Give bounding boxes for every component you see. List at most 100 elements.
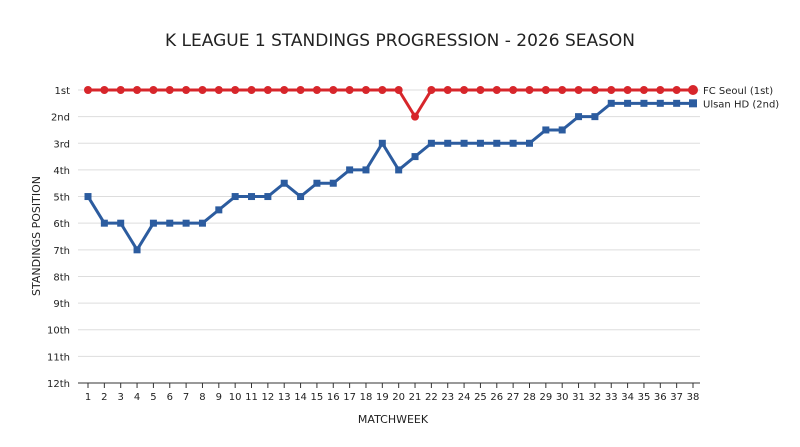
legend-label: FC Seoul (1st): [703, 86, 773, 97]
data-point: [624, 99, 632, 107]
x-tick-label: 7: [183, 392, 189, 403]
data-point: [280, 86, 289, 94]
data-point: [541, 86, 550, 94]
x-tick-label: 29: [539, 392, 552, 403]
data-point: [182, 86, 191, 94]
data-point: [361, 86, 370, 94]
data-point: [378, 86, 387, 94]
x-tick-label: 22: [425, 392, 438, 403]
x-tick-label: 18: [360, 392, 373, 403]
data-point: [378, 139, 386, 147]
data-point: [411, 112, 420, 121]
data-point: [296, 86, 305, 94]
legend-label: Ulsan HD (2nd): [703, 99, 779, 110]
data-point: [542, 126, 550, 134]
data-point: [623, 86, 632, 94]
x-tick-label: 15: [311, 392, 324, 403]
data-point: [492, 86, 501, 94]
data-point: [444, 139, 452, 147]
x-tick-label: 9: [216, 392, 222, 403]
legend-marker: [689, 99, 697, 108]
x-tick-label: 31: [572, 392, 585, 403]
x-tick-label: 12: [261, 392, 274, 403]
data-point: [525, 86, 534, 94]
x-tick-label: 6: [167, 392, 173, 403]
x-tick-label: 20: [392, 392, 405, 403]
data-point: [198, 86, 207, 94]
data-point: [165, 86, 174, 94]
data-point: [264, 193, 272, 201]
data-point: [460, 139, 468, 147]
data-point: [656, 86, 665, 94]
y-tick-label: 12th: [47, 379, 70, 390]
data-point: [558, 86, 567, 94]
data-point: [575, 113, 583, 121]
data-point: [297, 193, 305, 201]
x-tick-label: 35: [638, 392, 651, 403]
data-point: [198, 219, 206, 227]
data-point: [591, 113, 599, 121]
data-point: [362, 166, 370, 174]
data-point: [182, 219, 190, 227]
data-point: [427, 86, 436, 94]
data-point: [231, 86, 240, 94]
x-tick-label: 24: [458, 392, 471, 403]
data-point: [607, 86, 616, 94]
data-point: [166, 219, 174, 227]
y-tick-label: 10th: [47, 326, 70, 337]
data-point: [395, 166, 403, 174]
data-point: [100, 219, 108, 227]
legend-marker: [688, 85, 698, 95]
x-tick-label: 17: [343, 392, 356, 403]
x-tick-label: 26: [490, 392, 503, 403]
data-point: [411, 153, 419, 161]
x-tick-label: 10: [229, 392, 242, 403]
data-point: [346, 166, 354, 174]
data-point: [149, 219, 157, 227]
x-axis-label: MATCHWEEK: [358, 413, 429, 426]
y-tick-label: 4th: [53, 166, 70, 177]
series-layer: [84, 86, 697, 254]
data-point: [590, 86, 599, 94]
y-tick-label: 5th: [53, 193, 70, 204]
data-point: [558, 126, 566, 134]
y-axis-ticks: 1st 2nd 3rd 4th 5th 6th 7th 8th 9th 10th 11th 12th: [47, 86, 70, 390]
data-point: [640, 99, 648, 107]
data-point: [673, 99, 681, 107]
x-tick-label: 8: [199, 392, 205, 403]
x-tick-label: 16: [327, 392, 340, 403]
x-tick-label: 27: [507, 392, 520, 403]
x-tick-label: 25: [474, 392, 487, 403]
y-tick-label: 8th: [53, 272, 70, 283]
y-tick-label: 7th: [53, 246, 70, 257]
data-point: [329, 86, 338, 94]
x-tick-label: 37: [670, 392, 683, 403]
data-point: [116, 86, 125, 94]
x-tick-label: 1: [85, 392, 91, 403]
data-point: [476, 86, 485, 94]
x-tick-label: 30: [556, 392, 569, 403]
data-point: [312, 86, 321, 94]
data-point: [493, 139, 501, 147]
data-point: [149, 86, 158, 94]
y-tick-label: 9th: [53, 299, 70, 310]
y-tick-label: 1st: [55, 86, 71, 97]
x-tick-label: 14: [294, 392, 307, 403]
gridlines: [78, 89, 700, 384]
y-tick-label: 3rd: [53, 139, 70, 150]
data-point: [509, 139, 517, 147]
data-point: [476, 139, 484, 147]
data-point: [84, 193, 92, 201]
data-point: [639, 86, 648, 94]
x-tick-label: 5: [150, 392, 156, 403]
x-tick-label: 32: [589, 392, 602, 403]
series-line: [88, 88, 693, 119]
data-point: [263, 86, 272, 94]
data-point: [460, 86, 469, 94]
data-point: [574, 86, 583, 94]
chart-title: K LEAGUE 1 STANDINGS PROGRESSION - 2026 …: [165, 31, 635, 51]
y-tick-label: 6th: [53, 219, 70, 230]
data-point: [215, 206, 223, 214]
data-point: [248, 193, 256, 201]
